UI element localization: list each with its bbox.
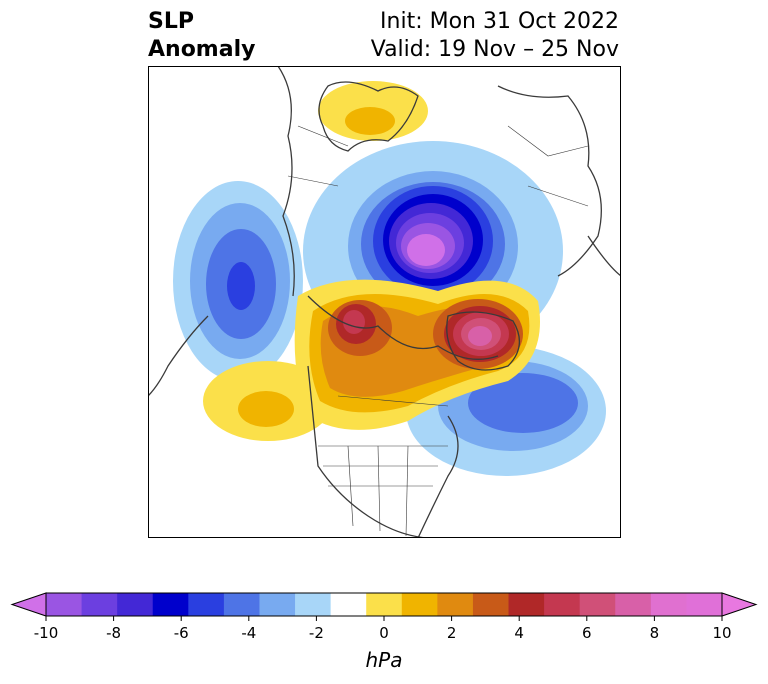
colorbar-tick-label: 0	[379, 624, 389, 642]
colorbar-tick-label: -2	[309, 624, 324, 642]
colorbar-box	[152, 593, 189, 616]
colorbar-box	[330, 593, 367, 616]
colorbar-box	[188, 593, 225, 616]
colorbar-box	[401, 593, 438, 616]
colorbar-boxes	[10, 592, 758, 617]
colorbar-box	[366, 593, 403, 616]
colorbar-extend-high	[721, 592, 758, 617]
colorbar: -10 -8 -6 -4 -2 0 2 4 6 8 10 hPa	[10, 592, 758, 672]
colorbar-tick-label: -6	[174, 624, 189, 642]
colorbar-tick-label: -4	[241, 624, 256, 642]
colorbar-box	[259, 593, 296, 616]
coastlines	[148, 66, 621, 538]
colorbar-box	[686, 593, 723, 616]
colorbar-tick-label: 10	[712, 624, 731, 642]
colorbar-tick-label: 8	[650, 624, 660, 642]
colorbar-ticks: -10 -8 -6 -4 -2 0 2 4 6 8 10	[34, 616, 732, 642]
colorbar-box	[650, 593, 687, 616]
colorbar-tick-label: -8	[106, 624, 121, 642]
colorbar-box	[579, 593, 616, 616]
map-frame	[148, 66, 621, 538]
map-title-line1: SLP	[148, 9, 194, 34]
colorbar-box	[508, 593, 545, 616]
init-date: Init: Mon 31 Oct 2022	[380, 9, 619, 34]
valid-range: Valid: 19 Nov – 25 Nov	[370, 37, 619, 62]
colorbar-units-label: hPa	[366, 648, 403, 672]
scandinavia-high-contours	[318, 81, 428, 141]
anomaly-map	[148, 66, 621, 538]
colorbar-box	[615, 593, 652, 616]
colorbar-box	[46, 593, 83, 616]
colorbar-tick-label: -10	[34, 624, 59, 642]
colorbar-box	[295, 593, 332, 616]
colorbar-box	[117, 593, 154, 616]
pacific-low-contours	[173, 181, 303, 381]
colorbar-box	[472, 593, 510, 616]
colorbar-tick-label: 4	[514, 624, 524, 642]
colorbar-tick-label: 6	[582, 624, 592, 642]
map-subtitle: Init: Mon 31 Oct 2022 Valid: 19 Nov – 25…	[371, 8, 619, 64]
political-borders	[287, 125, 589, 537]
colorbar-extend-low	[10, 592, 47, 617]
map-title-line2: Anomaly	[148, 37, 256, 62]
colorbar-box	[544, 593, 581, 616]
colorbar-tick-label: 2	[447, 624, 457, 642]
colorbar-box	[437, 593, 474, 616]
colorbar-box	[81, 593, 118, 616]
colorbar-box	[223, 593, 260, 616]
map-title: SLP Anomaly	[148, 8, 255, 64]
